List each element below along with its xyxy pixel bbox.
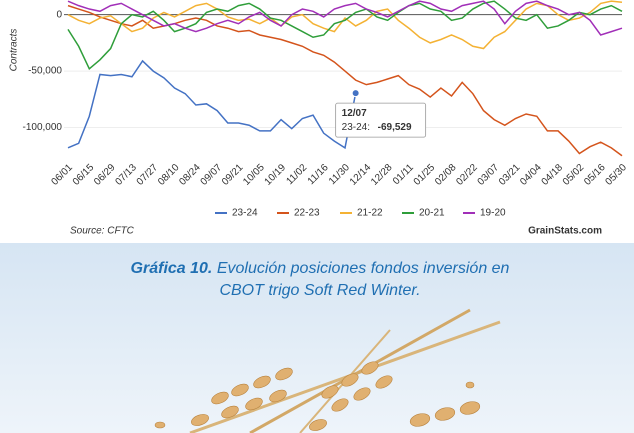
caption-text: Evolución posiciones fondos inversión en — [217, 260, 510, 277]
brand: GrainStats.com — [528, 226, 602, 237]
series-line — [67, 0, 623, 71]
tooltip-title: 12/07 — [342, 108, 367, 119]
tooltip-label: 23-24: — [342, 122, 370, 133]
caption-line: Gráfica 10. Evolución posiciones fondos … — [131, 260, 510, 277]
y-axis-label: Contracts — [9, 29, 20, 72]
caption-label: Gráfica 10. — [131, 260, 213, 277]
tooltip-value: -69,529 — [378, 122, 412, 133]
y-tick-label: 0 — [56, 9, 62, 20]
legend-label: 23-24 — [232, 208, 258, 219]
hover-point — [351, 89, 360, 98]
series-line — [67, 0, 623, 36]
caption-background — [0, 243, 634, 433]
caption-text: CBOT trigo Soft Red Winter. — [219, 282, 420, 299]
wheat-image — [154, 308, 501, 433]
legend-label: 21-22 — [357, 208, 383, 219]
series-line — [67, 59, 357, 150]
y-tick-label: -50,000 — [28, 66, 62, 77]
source: Source: CFTC — [70, 226, 135, 237]
legend-label: 20-21 — [419, 208, 445, 219]
series-line — [67, 4, 623, 157]
legend-label: 19-20 — [480, 208, 506, 219]
tooltip-box — [335, 102, 427, 138]
legend-label: 22-23 — [294, 208, 320, 219]
series-line — [67, 0, 623, 50]
y-tick-label: -100,000 — [23, 122, 63, 133]
